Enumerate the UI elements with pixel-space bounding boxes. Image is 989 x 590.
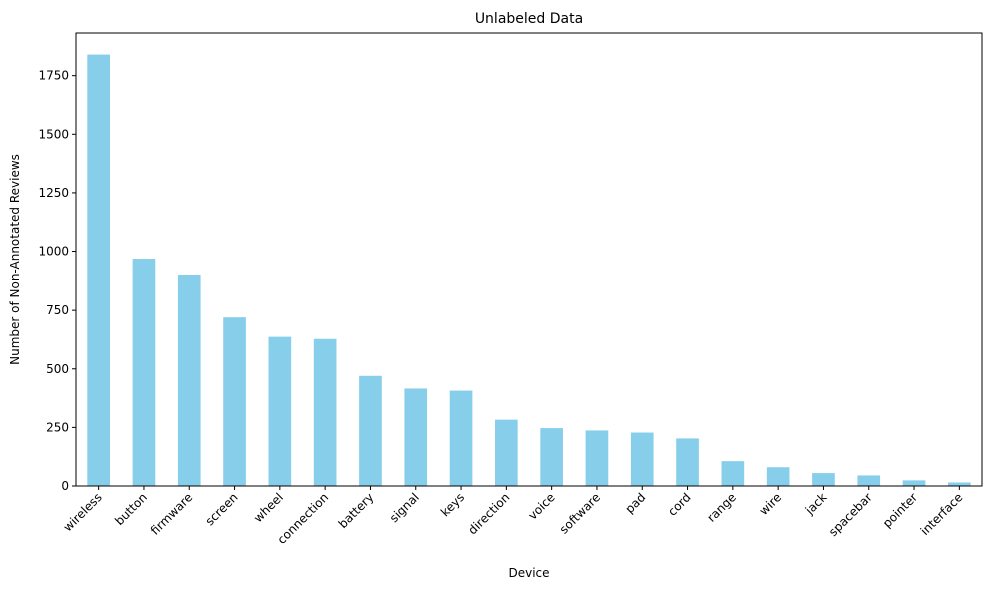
y-tick-label: 1500 <box>38 127 69 141</box>
x-tick-label: pad <box>622 490 648 516</box>
bar-interface <box>948 482 971 486</box>
bar-voice <box>540 428 563 486</box>
x-tick-label: screen <box>203 490 241 528</box>
x-tick-label: keys <box>438 490 467 519</box>
chart-title: Unlabeled Data <box>475 11 583 27</box>
bar-cord <box>676 438 699 486</box>
bar-pointer <box>902 480 926 486</box>
bar-wire <box>766 467 790 486</box>
x-tick-label: jack <box>802 490 830 518</box>
y-tick-label: 1000 <box>38 245 69 259</box>
x-tick-label: interface <box>918 490 966 538</box>
bar-signal <box>404 388 428 486</box>
x-tick-label: spacebar <box>826 490 875 539</box>
x-tick-label: range <box>704 490 739 525</box>
y-tick-label: 500 <box>46 362 69 376</box>
bar-range <box>721 461 745 486</box>
bar-firmware <box>177 274 201 486</box>
bar-pad <box>630 432 654 486</box>
x-axis-label: Device <box>508 566 549 580</box>
bar-screen <box>223 317 246 486</box>
y-tick-label: 1250 <box>38 186 69 200</box>
bar-wheel <box>268 336 292 486</box>
x-tick-label: cord <box>665 490 693 518</box>
x-tick-label: wire <box>757 490 785 518</box>
y-axis-label: Number of Non-Annotated Reviews <box>8 154 22 365</box>
x-tick-label: button <box>112 490 150 528</box>
bar-wireless <box>87 54 110 486</box>
x-tick-label: firmware <box>148 490 196 538</box>
x-tick-label: pointer <box>880 490 920 530</box>
x-tick-label: signal <box>387 490 422 525</box>
bar-jack <box>812 473 835 486</box>
y-tick-label: 250 <box>46 420 69 434</box>
x-tick-label: wireless <box>61 490 105 534</box>
x-tick-label: battery <box>336 490 377 531</box>
bar-software <box>585 430 609 486</box>
x-tick-label: wheel <box>251 490 286 525</box>
x-tick-label: direction <box>465 490 512 537</box>
plot-frame <box>75 32 983 487</box>
y-tick-label: 750 <box>46 303 69 317</box>
bar-spacebar <box>857 475 881 486</box>
bar-battery <box>359 375 382 486</box>
bar-direction <box>495 419 518 486</box>
y-axis: 0 250 500 750 1000 1250 1500 1750 <box>38 69 76 493</box>
y-tick-label: 0 <box>61 479 69 493</box>
bar-keys <box>449 390 473 486</box>
bars <box>87 54 971 486</box>
x-tick-label: voice <box>525 490 557 522</box>
bar-connection <box>313 338 337 486</box>
x-tick-label: software <box>557 490 603 536</box>
bar-button <box>132 259 156 486</box>
y-tick-label: 1750 <box>38 69 69 83</box>
